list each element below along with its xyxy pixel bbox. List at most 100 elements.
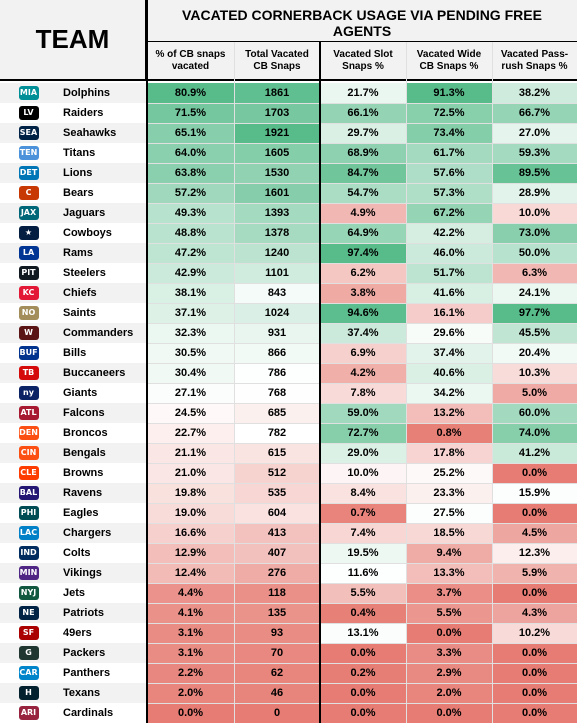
pass-rush-snaps-pct-cell: 4.3% bbox=[492, 603, 577, 623]
pct-cb-snaps-cell: 42.9% bbox=[147, 263, 234, 283]
total-vacated-snaps-cell: 0 bbox=[234, 703, 320, 723]
row-divider bbox=[147, 143, 577, 144]
slot-snaps-pct-cell: 29.7% bbox=[320, 123, 406, 143]
snap-type-divider bbox=[319, 42, 321, 723]
team-logo-cell: MIN bbox=[0, 563, 57, 583]
titans-logo: TEN bbox=[18, 146, 39, 160]
panthers-logo: CAR bbox=[18, 666, 39, 680]
total-vacated-snaps-cell: 768 bbox=[234, 383, 320, 403]
total-vacated-snaps-cell: 407 bbox=[234, 543, 320, 563]
pass-rush-snaps-pct-cell: 38.2% bbox=[492, 83, 577, 103]
team-name: Saints bbox=[57, 303, 147, 323]
team-logo-cell: PIT bbox=[0, 263, 57, 283]
slot-snaps-pct-cell: 10.0% bbox=[320, 463, 406, 483]
total-vacated-snaps-cell: 1921 bbox=[234, 123, 320, 143]
total-vacated-snaps-cell: 1861 bbox=[234, 83, 320, 103]
row-divider bbox=[147, 503, 577, 504]
slot-snaps-pct-cell: 21.7% bbox=[320, 83, 406, 103]
slot-snaps-pct-cell: 11.6% bbox=[320, 563, 406, 583]
team-name: Cowboys bbox=[57, 223, 147, 243]
wide-cb-snaps-pct-cell: 42.2% bbox=[406, 223, 492, 243]
pass-rush-snaps-pct-cell: 0.0% bbox=[492, 503, 577, 523]
commanders-logo: W bbox=[18, 326, 39, 340]
team-name: Steelers bbox=[57, 263, 147, 283]
pct-cb-snaps-cell: 4.4% bbox=[147, 583, 234, 603]
slot-snaps-pct-cell: 29.0% bbox=[320, 443, 406, 463]
pct-cb-snaps-cell: 64.0% bbox=[147, 143, 234, 163]
pass-rush-snaps-pct-cell: 0.0% bbox=[492, 703, 577, 723]
slot-snaps-pct-cell: 3.8% bbox=[320, 283, 406, 303]
49ers-logo: SF bbox=[18, 626, 39, 640]
team-logo-cell: JAX bbox=[0, 203, 57, 223]
slot-snaps-pct-cell: 59.0% bbox=[320, 403, 406, 423]
team-name: Dolphins bbox=[57, 83, 147, 103]
header-total-vacated: Total Vacated CB Snaps bbox=[234, 42, 320, 81]
pass-rush-snaps-pct-cell: 5.9% bbox=[492, 563, 577, 583]
team-name: Eagles bbox=[57, 503, 147, 523]
pass-rush-snaps-pct-cell: 0.0% bbox=[492, 663, 577, 683]
pct-cb-snaps-cell: 27.1% bbox=[147, 383, 234, 403]
wide-cb-snaps-pct-cell: 73.4% bbox=[406, 123, 492, 143]
pass-rush-snaps-pct-cell: 12.3% bbox=[492, 543, 577, 563]
pass-rush-snaps-pct-cell: 50.0% bbox=[492, 243, 577, 263]
pct-cb-snaps-cell: 57.2% bbox=[147, 183, 234, 203]
team-name: Ravens bbox=[57, 483, 147, 503]
pass-rush-snaps-pct-cell: 15.9% bbox=[492, 483, 577, 503]
total-vacated-snaps-cell: 1101 bbox=[234, 263, 320, 283]
row-divider bbox=[147, 423, 577, 424]
total-vacated-snaps-cell: 685 bbox=[234, 403, 320, 423]
pct-cb-snaps-cell: 2.0% bbox=[147, 683, 234, 703]
slot-snaps-pct-cell: 6.2% bbox=[320, 263, 406, 283]
team-logo-cell: BUF bbox=[0, 343, 57, 363]
team-name: Colts bbox=[57, 543, 147, 563]
raiders-logo: LV bbox=[18, 106, 39, 120]
pct-cb-snaps-cell: 22.7% bbox=[147, 423, 234, 443]
row-divider bbox=[147, 243, 577, 244]
pct-cb-snaps-cell: 32.3% bbox=[147, 323, 234, 343]
pct-cb-snaps-cell: 21.0% bbox=[147, 463, 234, 483]
team-logo-cell: G bbox=[0, 643, 57, 663]
team-name: Browns bbox=[57, 463, 147, 483]
pct-cb-snaps-cell: 63.8% bbox=[147, 163, 234, 183]
team-logo-cell: LAC bbox=[0, 523, 57, 543]
pct-cb-snaps-cell: 2.2% bbox=[147, 663, 234, 683]
team-logo-cell: DET bbox=[0, 163, 57, 183]
header-slot-pct: Vacated Slot Snaps % bbox=[320, 42, 406, 81]
wide-cb-snaps-pct-cell: 25.2% bbox=[406, 463, 492, 483]
team-name: 49ers bbox=[57, 623, 147, 643]
pass-rush-snaps-pct-cell: 6.3% bbox=[492, 263, 577, 283]
slot-snaps-pct-cell: 4.2% bbox=[320, 363, 406, 383]
pass-rush-snaps-pct-cell: 0.0% bbox=[492, 583, 577, 603]
pass-rush-snaps-pct-cell: 74.0% bbox=[492, 423, 577, 443]
slot-snaps-pct-cell: 97.4% bbox=[320, 243, 406, 263]
texans-logo: H bbox=[18, 686, 39, 700]
wide-cb-snaps-pct-cell: 91.3% bbox=[406, 83, 492, 103]
team-logo-cell: CLE bbox=[0, 463, 57, 483]
pass-rush-snaps-pct-cell: 5.0% bbox=[492, 383, 577, 403]
pct-cb-snaps-cell: 12.4% bbox=[147, 563, 234, 583]
wide-cb-snaps-pct-cell: 23.3% bbox=[406, 483, 492, 503]
total-vacated-snaps-cell: 93 bbox=[234, 623, 320, 643]
wide-cb-snaps-pct-cell: 29.6% bbox=[406, 323, 492, 343]
table-title: VACATED CORNERBACK USAGE VIA PENDING FRE… bbox=[147, 0, 577, 42]
pass-rush-snaps-pct-cell: 97.7% bbox=[492, 303, 577, 323]
pass-rush-snaps-pct-cell: 20.4% bbox=[492, 343, 577, 363]
row-divider bbox=[147, 623, 577, 624]
bengals-logo: CIN bbox=[18, 446, 39, 460]
pass-rush-snaps-pct-cell: 10.3% bbox=[492, 363, 577, 383]
column-divider bbox=[406, 42, 407, 723]
team-logo-cell: W bbox=[0, 323, 57, 343]
row-divider bbox=[147, 203, 577, 204]
pct-cb-snaps-cell: 16.6% bbox=[147, 523, 234, 543]
team-name: Falcons bbox=[57, 403, 147, 423]
team-logo-cell: LV bbox=[0, 103, 57, 123]
team-logo-cell: NYJ bbox=[0, 583, 57, 603]
slot-snaps-pct-cell: 0.0% bbox=[320, 643, 406, 663]
pass-rush-snaps-pct-cell: 45.5% bbox=[492, 323, 577, 343]
pct-cb-snaps-cell: 19.8% bbox=[147, 483, 234, 503]
pct-cb-snaps-cell: 12.9% bbox=[147, 543, 234, 563]
row-divider bbox=[147, 683, 577, 684]
falcons-logo: ATL bbox=[18, 406, 39, 420]
wide-cb-snaps-pct-cell: 13.3% bbox=[406, 563, 492, 583]
